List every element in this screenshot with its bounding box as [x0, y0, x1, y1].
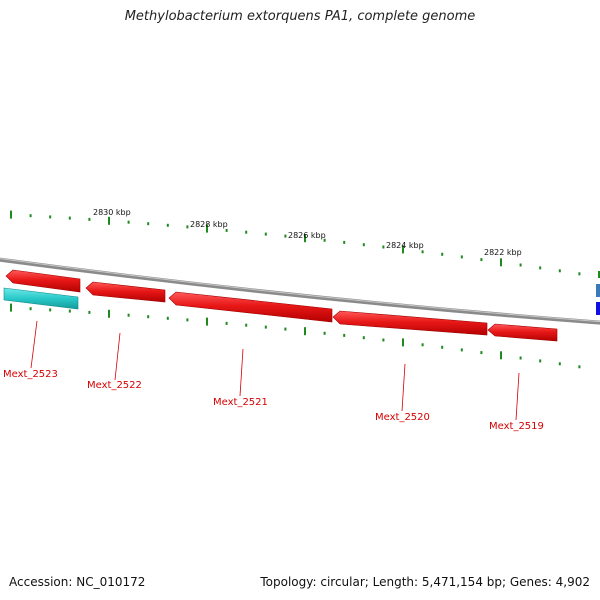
gene-label[interactable]: Mext_2520 — [375, 412, 430, 423]
scale-label: 2830 kbp — [93, 208, 131, 217]
gene-mext-2524[interactable] — [5, 269, 81, 293]
gene-mext-2521[interactable] — [168, 291, 333, 323]
gene-label[interactable]: Mext_2521 — [213, 397, 268, 408]
gene-label[interactable]: Mext_2522 — [87, 380, 142, 391]
gene-partial-blue[interactable] — [596, 302, 600, 315]
genome-backbone-highlight — [0, 258, 600, 323]
genome-backbone — [0, 257, 600, 325]
accession-text: Accession: NC_010172 — [9, 575, 146, 589]
gene-label[interactable]: Mext_2523 — [3, 369, 58, 380]
gene-label-leader — [401, 363, 406, 412]
gene-partial-steelblue[interactable] — [596, 284, 600, 297]
scale-label: 2822 kbp — [484, 248, 522, 257]
gene-mext-2520[interactable] — [332, 310, 488, 336]
gene-label-leader — [114, 332, 121, 381]
gene-label-leader — [515, 372, 520, 421]
gene-mext-2523[interactable] — [3, 287, 79, 310]
scale-label: 2826 kbp — [288, 231, 326, 240]
gene-label-leader — [239, 348, 244, 397]
genome-summary-text: Topology: circular; Length: 5,471,154 bp… — [260, 575, 590, 589]
scale-label: 2824 kbp — [386, 241, 424, 250]
gene-label-leader — [30, 320, 38, 369]
gene-mext-2522[interactable] — [85, 281, 166, 303]
genome-title: Methylobacterium extorquens PA1, complet… — [124, 9, 476, 24]
gene-mext-2519[interactable] — [487, 323, 558, 342]
scale-ticks-inner — [10, 303, 581, 369]
scale-label: 2828 kbp — [190, 220, 228, 229]
gene-label[interactable]: Mext_2519 — [489, 421, 544, 432]
scale-ticks-outer — [10, 210, 581, 276]
